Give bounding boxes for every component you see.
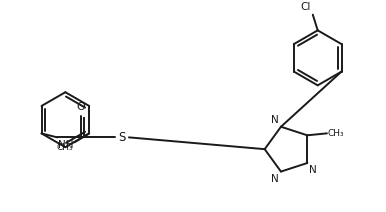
Text: NH: NH [58,140,74,150]
Text: S: S [119,131,126,144]
Text: N: N [309,165,317,175]
Text: N: N [271,115,279,125]
Text: Cl: Cl [300,2,311,12]
Text: O: O [76,102,85,112]
Text: N: N [271,174,279,184]
Text: CH₃: CH₃ [328,129,345,138]
Text: CH₃: CH₃ [57,143,73,152]
